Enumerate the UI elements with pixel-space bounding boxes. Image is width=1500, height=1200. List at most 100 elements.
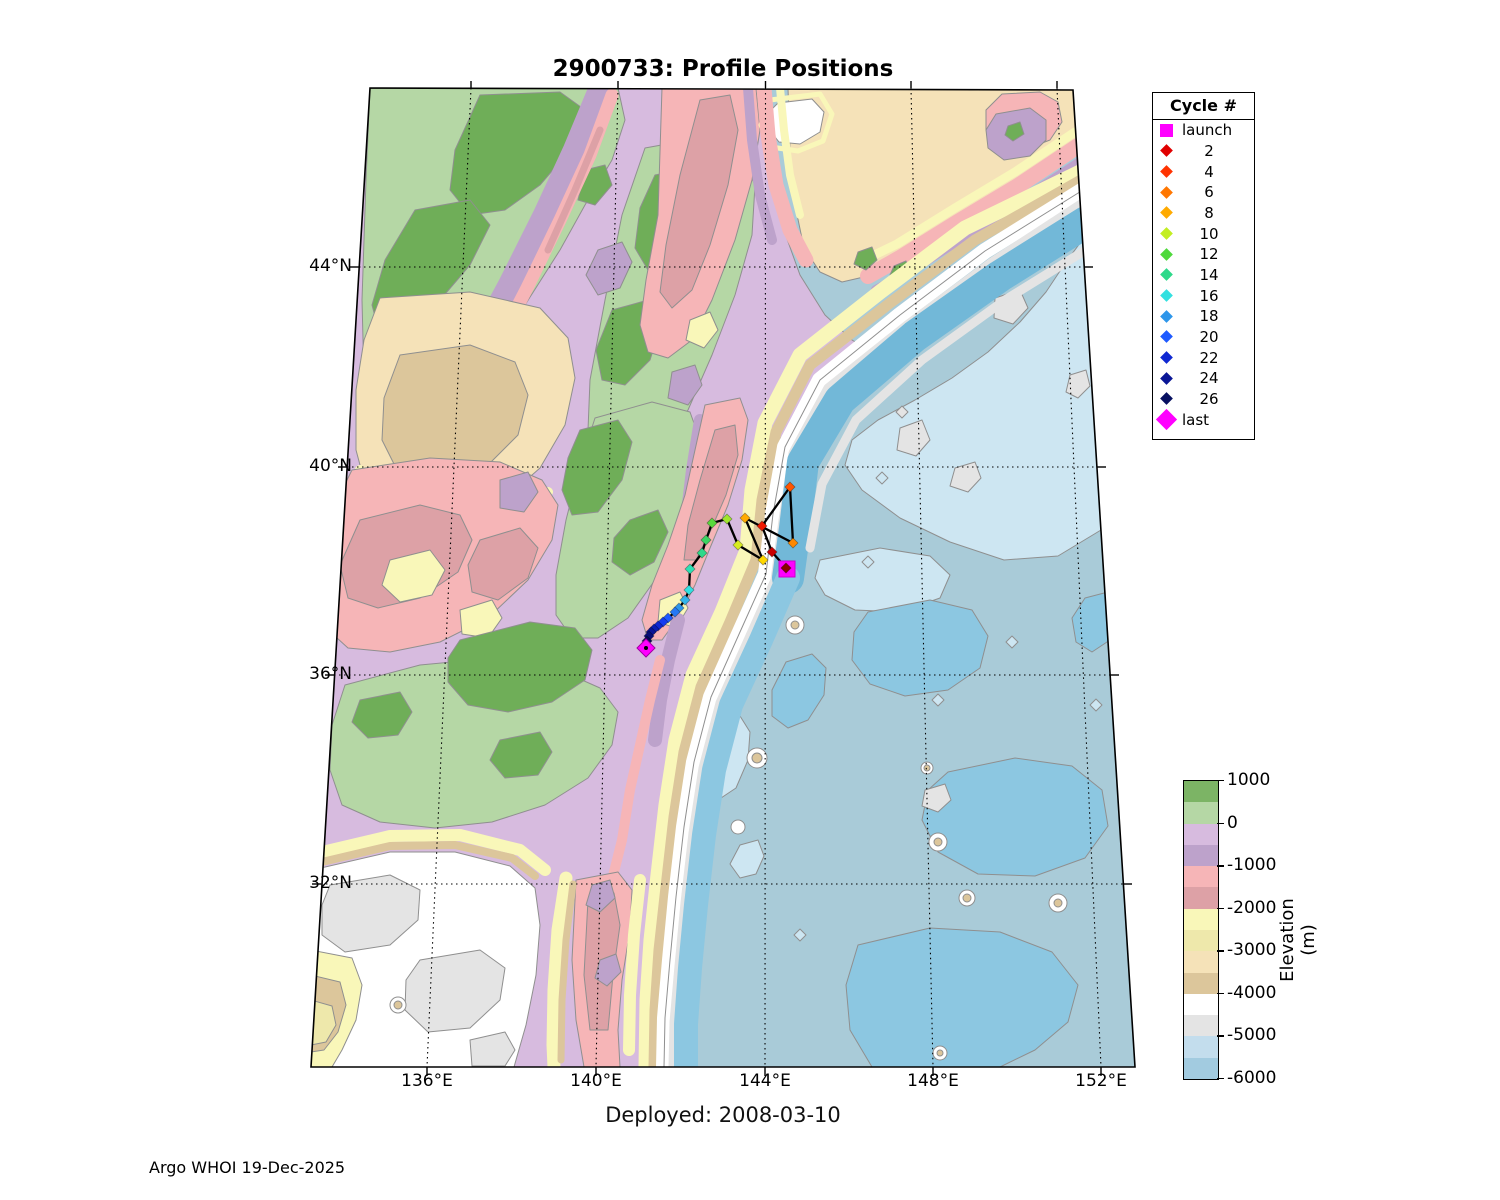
contour-region — [921, 757, 1109, 877]
cycle-marker — [700, 534, 712, 546]
legend-item-label: 26 — [1199, 389, 1219, 408]
seamount-contour — [933, 837, 943, 847]
contour-region — [489, 731, 553, 779]
y-axis-tick-label: 44°N — [309, 256, 352, 276]
contour-band — [607, 655, 665, 885]
contour-band — [663, 189, 1084, 1067]
contour-band — [648, 613, 685, 747]
colorbar-band — [1184, 866, 1218, 888]
cycle-marker — [756, 520, 768, 532]
diamond-marker-icon — [1160, 289, 1173, 302]
graticule — [312, 81, 1132, 1076]
contour-region — [685, 311, 719, 349]
colorbar-band — [1184, 781, 1218, 803]
contour-band — [756, 88, 814, 268]
longitude-gridline — [910, 87, 934, 1068]
colorbar-tick — [1217, 950, 1224, 952]
legend-item-label: 20 — [1199, 327, 1219, 346]
y-axis-tick-label: 36°N — [309, 664, 352, 684]
diamond-marker-icon — [1160, 247, 1173, 261]
cycle-marker — [669, 606, 681, 618]
contour-region — [321, 874, 421, 953]
contour-region — [469, 1031, 516, 1067]
colorbar-band — [1184, 951, 1218, 973]
seamount-contour — [923, 764, 931, 772]
contour-region — [729, 839, 765, 879]
longitude-gridline — [595, 87, 619, 1068]
contour-region — [851, 599, 989, 697]
contour-region — [499, 471, 539, 513]
colorbar-band — [1184, 1015, 1218, 1037]
colorbar-tick-label: -3000 — [1227, 940, 1277, 961]
elevation-colorbar — [1183, 780, 1219, 1080]
contour-band — [805, 243, 1094, 553]
contour-region — [1089, 698, 1103, 712]
seamount-contour — [730, 819, 746, 835]
diamond-marker-icon — [1160, 144, 1173, 158]
colorbar-tick-label: -4000 — [1227, 982, 1277, 1003]
legend-item-label: launch — [1182, 121, 1233, 140]
legend-item-label: 12 — [1199, 245, 1219, 264]
diamond-marker-icon — [1160, 392, 1173, 406]
colorbar-tick-label: -2000 — [1227, 897, 1277, 918]
contour-region — [381, 549, 446, 603]
legend-item-14: 14 — [1153, 265, 1254, 286]
cycle-marker — [787, 537, 799, 549]
y-axis-tick-label: 32°N — [309, 873, 352, 893]
contour-region — [875, 471, 889, 485]
x-axis-tick-label: 144°E — [739, 1071, 791, 1091]
seamount-contour — [936, 1049, 944, 1057]
cycle-marker — [683, 584, 695, 596]
contour-region — [585, 241, 633, 296]
legend-item-6: 6 — [1153, 182, 1254, 203]
contour-band — [674, 566, 800, 1067]
cycle-marker — [739, 512, 751, 524]
contour-region — [895, 405, 909, 419]
contour-region — [845, 927, 1079, 1067]
legend-item-10: 10 — [1153, 223, 1254, 244]
colorbar-tick — [1217, 780, 1224, 782]
x-axis-tick-label: 152°E — [1075, 1071, 1127, 1091]
contour-region — [659, 94, 739, 309]
contour-band — [855, 127, 1080, 267]
legend-item-label: 16 — [1199, 286, 1219, 305]
map-border — [310, 87, 1136, 1068]
contour-region — [1004, 121, 1025, 142]
diamond-marker-icon — [1160, 206, 1173, 220]
seamount-contour — [962, 893, 972, 903]
colorbar-band — [1184, 1036, 1218, 1058]
contour-region — [594, 953, 622, 987]
legend-item-label: 22 — [1199, 348, 1219, 367]
colorbar-band — [1184, 929, 1218, 952]
contour-region — [931, 693, 945, 707]
cycle-marker — [784, 481, 796, 493]
colorbar-band — [1184, 1057, 1218, 1079]
legend-item-26: 26 — [1153, 389, 1254, 410]
contour-band — [743, 88, 777, 245]
contour-region — [896, 419, 931, 457]
cycle-marker — [732, 539, 744, 551]
colorbar-band — [1184, 802, 1218, 824]
contour-region — [404, 949, 506, 1033]
legend-item-24: 24 — [1153, 368, 1254, 389]
legend-item-launch: launch — [1153, 120, 1254, 141]
legend-item-12: 12 — [1153, 244, 1254, 265]
legend-item-label: 2 — [1204, 141, 1214, 160]
contour-band — [648, 174, 1087, 1067]
contour-band — [860, 138, 1086, 284]
cycle-marker — [757, 554, 769, 566]
contour-region — [611, 509, 669, 576]
contour-band — [546, 871, 573, 1067]
contour-band — [318, 841, 539, 880]
contour-region — [771, 653, 827, 729]
x-axis-tick-label: 140°E — [570, 1071, 622, 1091]
colorbar-tick — [1217, 822, 1224, 824]
diamond-marker-icon — [1160, 268, 1173, 282]
x-axis-tick-label: 148°E — [907, 1071, 959, 1091]
contour-band — [623, 874, 646, 1056]
diamond-marker-icon — [1160, 165, 1173, 179]
colorbar-band — [1184, 887, 1218, 909]
contour-region — [449, 91, 586, 216]
cycle-marker — [679, 594, 691, 606]
